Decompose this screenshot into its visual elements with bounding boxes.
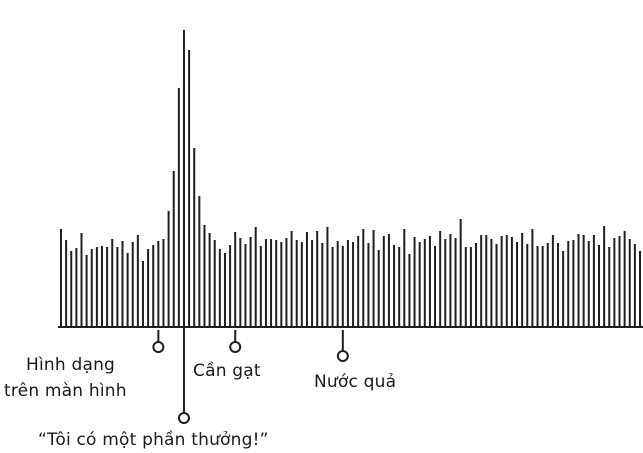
label-hinh-dang-line-1: Hình dạng (26, 355, 116, 375)
marker-circle-hinh-dang-tren-man-hinh (152, 341, 165, 353)
label-hinh-dang-line-2: trên màn hình (4, 381, 127, 401)
label-toi-co-mot-phan-thuong: “Tôi có một phần thưởng!” (38, 430, 269, 450)
marker-circle-nuoc-qua (336, 350, 349, 362)
label-can-gat: Cần gạt (193, 361, 261, 381)
marker-circle-toi-co-mot-phan-thuong (177, 412, 190, 424)
markers-group (152, 30, 349, 424)
marker-circle-can-gat (229, 341, 242, 353)
bars-group (60, 50, 641, 327)
label-nuoc-qua: Nước quả (314, 372, 397, 392)
